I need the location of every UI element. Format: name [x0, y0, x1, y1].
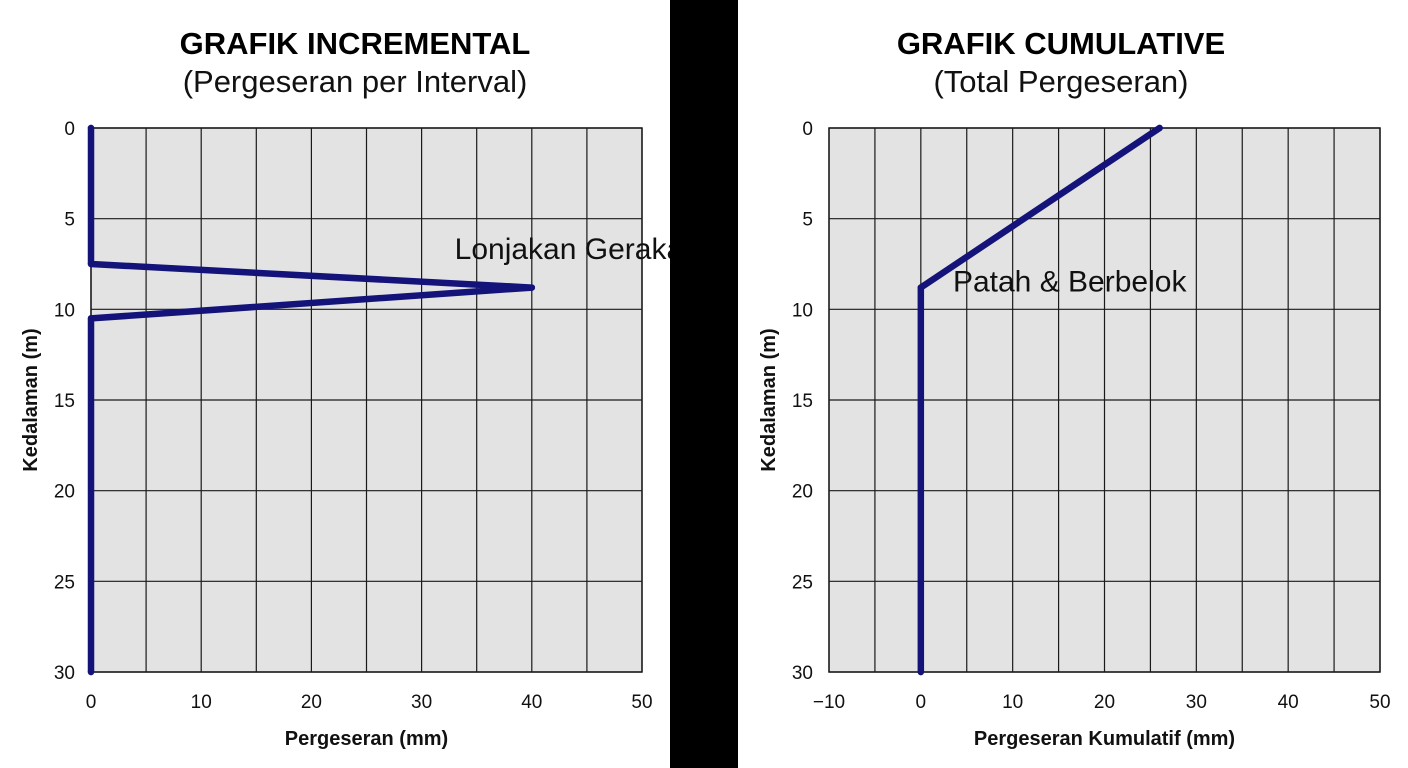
- y-tick-label: 30: [54, 663, 75, 684]
- y-tick-label: 5: [64, 210, 75, 231]
- x-tick-label: 0: [86, 692, 97, 713]
- chart-annotation: Patah & Berbelok: [953, 266, 1187, 299]
- y-tick-label: 30: [792, 663, 813, 684]
- cumulative-chart: GRAFIK CUMULATIVE(Total Pergeseran) −10 0 1…: [758, 26, 1391, 750]
- x-tick-label: 50: [1369, 692, 1390, 713]
- chart-subtitle: (Pergeseran per Interval): [183, 64, 528, 99]
- y-tick-label: 20: [54, 482, 75, 503]
- series-point: [917, 284, 925, 291]
- x-tick-label: −10: [813, 692, 845, 713]
- y-axis-label: Kedalaman (m): [758, 328, 780, 471]
- y-tick-label: 0: [64, 119, 75, 140]
- y-tick-label: 0: [802, 119, 813, 140]
- chart-title: GRAFIK CUMULATIVE: [897, 26, 1225, 61]
- y-tick-label: 5: [802, 210, 813, 231]
- chart-title: GRAFIK INCREMENTAL: [180, 26, 531, 61]
- y-tick-label: 15: [54, 391, 75, 412]
- y-tick-label: 10: [792, 300, 813, 321]
- y-tick-label: 10: [54, 300, 75, 321]
- y-tick-label: 25: [54, 572, 75, 593]
- incremental-chart-panel: GRAFIK INCREMENTAL (Pergeseran per Interv…: [0, 0, 670, 768]
- series-point: [87, 124, 95, 132]
- x-tick-label: 30: [411, 692, 432, 713]
- chart-subtitle: (Total Pergeseran): [933, 64, 1188, 99]
- x-tick-label: 10: [191, 692, 212, 713]
- x-axis-label: Pergeseran Kumulatif (mm): [974, 728, 1235, 750]
- x-tick-label: 0: [916, 692, 927, 713]
- x-tick-label: 40: [521, 692, 542, 713]
- series-point: [917, 668, 925, 676]
- y-tick-label: 20: [792, 482, 813, 503]
- series-point: [1156, 124, 1163, 132]
- chart-annotation: Lonjakan Gerakan: [455, 233, 670, 266]
- plot-border: [828, 127, 1381, 673]
- x-axis-label: Pergeseran (mm): [285, 728, 448, 750]
- series-point: [87, 668, 95, 676]
- x-tick-label: 30: [1186, 692, 1207, 713]
- x-tick-label: 50: [631, 692, 652, 713]
- x-tick-label: 10: [1002, 692, 1023, 713]
- series-point: [87, 260, 95, 268]
- series-point: [528, 284, 535, 291]
- x-tick-label: 20: [301, 692, 322, 713]
- y-tick-label: 15: [792, 391, 813, 412]
- cumulative-chart-panel: GRAFIK CUMULATIVE (Total Pergeseran) −10 0 1…: [738, 0, 1408, 768]
- incremental-chart: GRAFIK INCREMENTAL(Pergeseran per Interv…: [20, 26, 670, 750]
- y-axis-label: Kedalaman (m): [20, 328, 42, 471]
- x-tick-label: 20: [1094, 692, 1115, 713]
- x-tick-label: 40: [1278, 692, 1299, 713]
- series-point: [87, 315, 95, 322]
- y-tick-label: 25: [792, 572, 813, 593]
